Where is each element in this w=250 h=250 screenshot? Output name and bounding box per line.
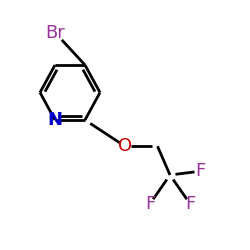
Text: Br: Br <box>45 24 65 42</box>
Text: F: F <box>195 162 205 180</box>
Text: N: N <box>48 111 62 129</box>
Text: F: F <box>185 195 195 213</box>
Text: O: O <box>118 137 132 155</box>
Text: F: F <box>145 195 155 213</box>
